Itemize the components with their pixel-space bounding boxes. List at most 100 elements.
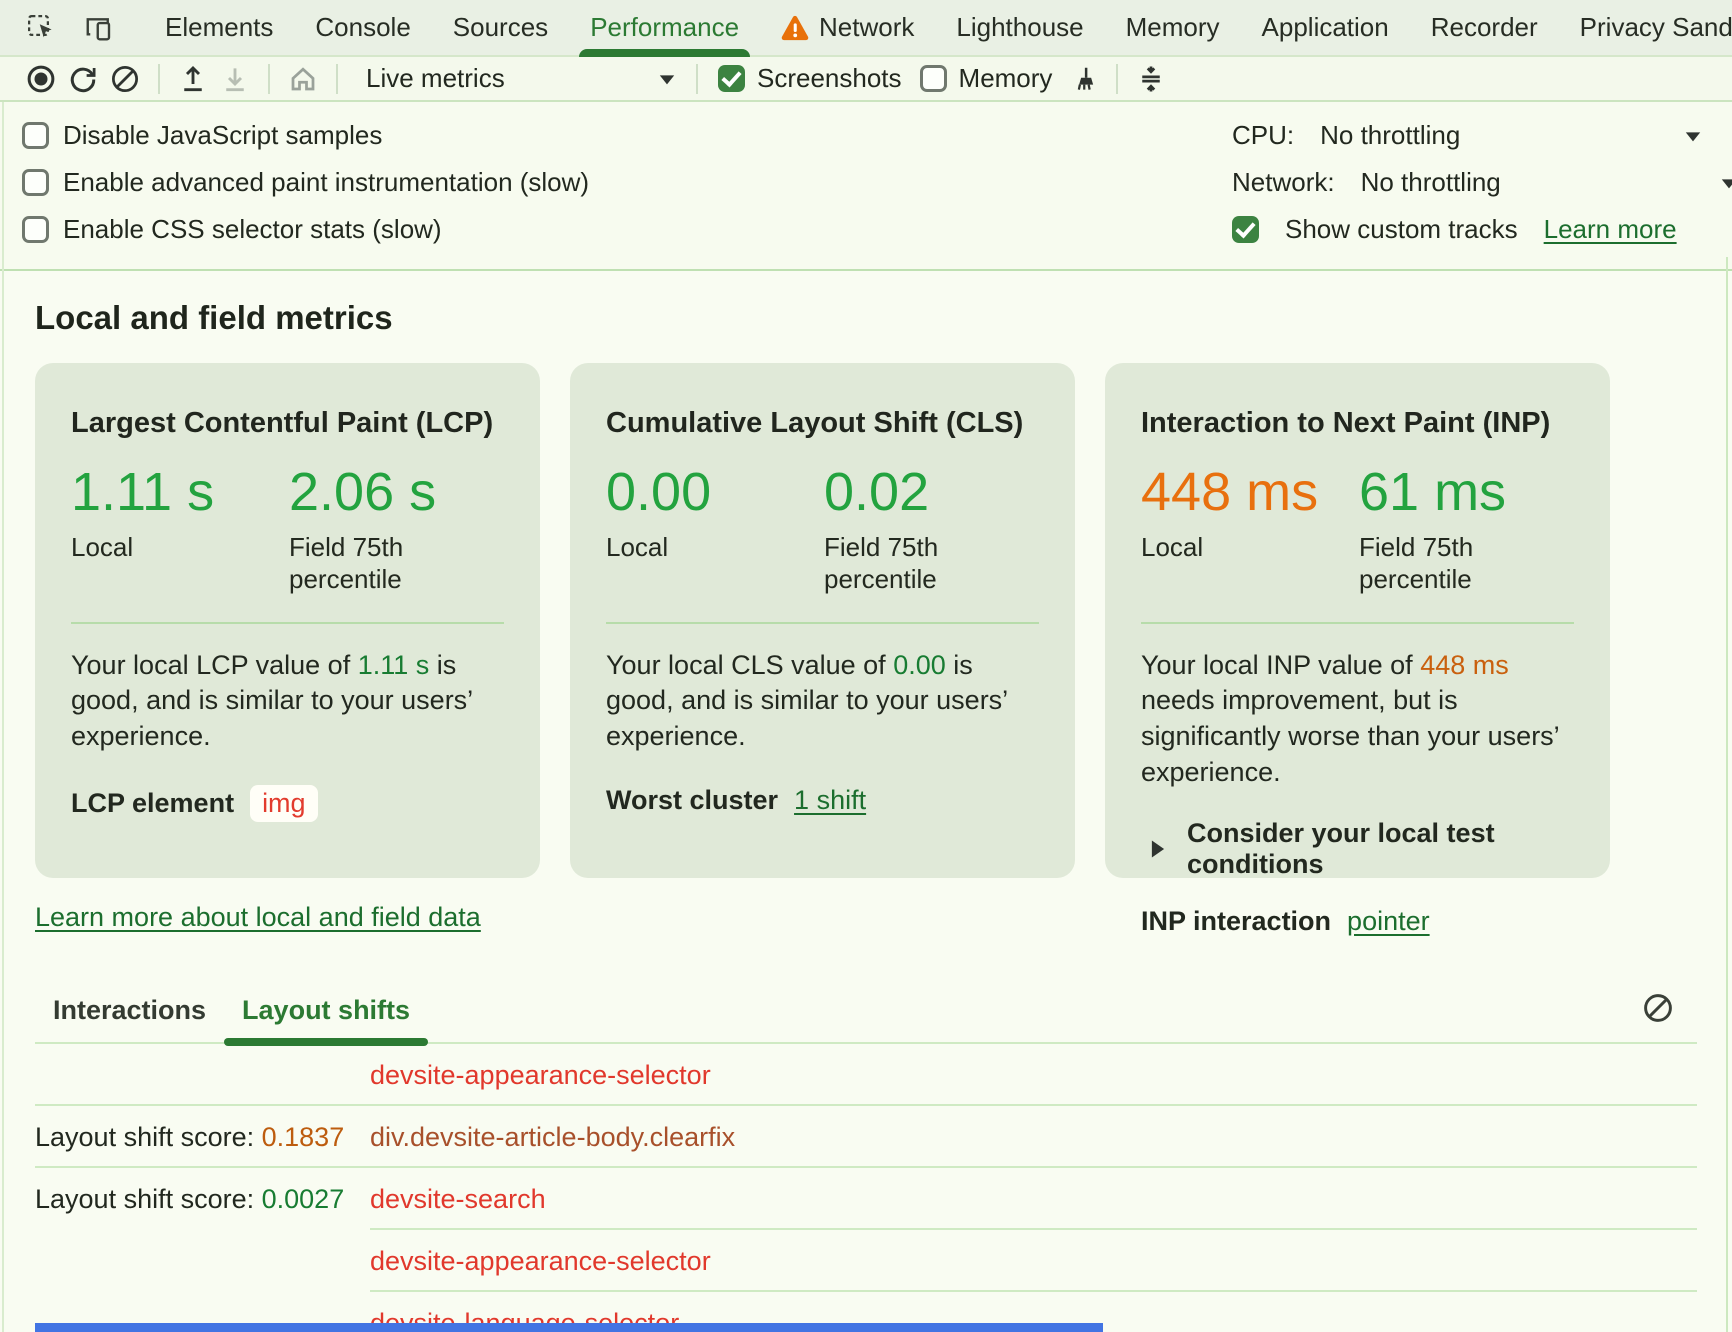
shift-element-link[interactable]: devsite-appearance-selector: [370, 1245, 711, 1276]
cls-desc-prefix: Your local CLS value of: [606, 649, 894, 680]
custom-tracks-learn-more-link[interactable]: Learn more: [1543, 214, 1677, 244]
panel-right-border: [1726, 257, 1728, 1332]
clear-icon[interactable]: [104, 60, 146, 98]
tab-lighthouse[interactable]: Lighthouse: [935, 0, 1104, 55]
css-selector-stats-label: Enable CSS selector stats (slow): [63, 214, 442, 244]
shift-element-link[interactable]: devsite-search: [370, 1183, 546, 1214]
inp-card-title: Interaction to Next Paint (INP): [1141, 407, 1551, 439]
capture-options-panel: Disable JavaScript samples Enable advanc…: [0, 102, 1732, 271]
panel-mode-select[interactable]: Live metrics: [360, 63, 684, 94]
toolbar-divider: [158, 63, 160, 94]
card-divider: [606, 621, 1039, 624]
css-selector-stats-checkbox[interactable]: [22, 216, 49, 243]
cls-field-value: 0.02: [824, 462, 930, 522]
lcp-card: Largest Contentful Paint (LCP) 1.11 s Lo…: [35, 363, 540, 878]
tab-elements[interactable]: Elements: [144, 0, 294, 55]
memory-checkbox-row[interactable]: Memory: [919, 63, 1053, 94]
worst-cluster-link[interactable]: 1 shift: [794, 784, 867, 815]
advanced-paint-checkbox[interactable]: [22, 169, 49, 196]
network-label: Network:: [1232, 167, 1335, 197]
tab-layout-shifts[interactable]: Layout shifts: [224, 981, 429, 1046]
save-profile-icon[interactable]: [214, 60, 256, 98]
home-icon[interactable]: [282, 60, 324, 98]
local-test-conditions-disclosure[interactable]: Consider your local test conditions: [1141, 818, 1574, 880]
cls-desc-value: 0.00: [893, 649, 946, 680]
inp-field-value: 61 ms: [1359, 462, 1507, 522]
device-toolbar-icon[interactable]: [78, 9, 120, 47]
load-profile-icon[interactable]: [172, 60, 214, 98]
clear-log-icon[interactable]: [1637, 987, 1679, 1029]
chevron-down-icon: [1718, 174, 1732, 192]
inp-description: Your local INP value of 448 ms needs imp…: [1141, 648, 1574, 791]
memory-label: Memory: [958, 63, 1053, 93]
lcp-desc-value: 1.11 s: [357, 649, 430, 680]
disclosure-triangle-icon: [1149, 838, 1167, 860]
inp-interaction-link[interactable]: pointer: [1347, 906, 1430, 937]
shift-score-value: 0.0027: [261, 1183, 345, 1214]
shift-score-label: Layout shift score:: [35, 1183, 262, 1214]
inspect-element-icon[interactable]: [20, 9, 62, 47]
chevron-down-icon: [656, 70, 678, 88]
toolbar-divider: [696, 63, 698, 94]
tab-label: Privacy Sandbox: [1579, 12, 1732, 42]
custom-tracks-row[interactable]: Show custom tracks Learn more: [1232, 206, 1732, 253]
tab-label: Layout shifts: [242, 995, 411, 1025]
inp-local-value: 448 ms: [1141, 462, 1319, 522]
screenshots-checkbox-row[interactable]: Screenshots: [718, 63, 902, 94]
memory-checkbox[interactable]: [919, 65, 947, 92]
tab-performance[interactable]: Performance: [569, 0, 760, 57]
tab-privacy-sandbox[interactable]: Privacy Sandbox: [1559, 0, 1732, 55]
custom-tracks-label: Show custom tracks: [1285, 214, 1518, 244]
inp-interaction-label: INP interaction: [1141, 906, 1332, 937]
tab-console[interactable]: Console: [294, 0, 431, 55]
toolbar-divider: [268, 63, 270, 94]
shift-score-value: 0.1837: [261, 1121, 345, 1152]
layout-shift-row: devsite-appearance-selector: [35, 1230, 1697, 1292]
tab-label: Memory: [1125, 12, 1220, 42]
gc-brush-icon[interactable]: [1062, 60, 1104, 98]
lcp-element-link[interactable]: img: [250, 784, 318, 822]
tab-label: Recorder: [1430, 12, 1538, 42]
local-test-conditions-label: Consider your local test conditions: [1187, 818, 1495, 880]
inp-card: Interaction to Next Paint (INP) 448 ms L…: [1105, 363, 1610, 936]
record-and-reload-icon[interactable]: [62, 60, 104, 98]
advanced-paint-label: Enable advanced paint instrumentation (s…: [63, 167, 590, 197]
network-throttling-row[interactable]: Network: No throttling: [1232, 159, 1732, 206]
panel-tabs: Elements Console Sources Performance Net…: [144, 0, 1732, 57]
tab-label: Application: [1261, 12, 1389, 42]
disable-js-samples-label: Disable JavaScript samples: [63, 120, 383, 150]
disable-js-samples-checkbox[interactable]: [22, 122, 49, 149]
cpu-label: CPU:: [1232, 120, 1295, 150]
tab-application[interactable]: Application: [1241, 0, 1410, 55]
collapse-panel-icon[interactable]: [1130, 60, 1172, 98]
shift-element-link[interactable]: div.devsite-article-body.clearfix: [370, 1121, 736, 1152]
cls-card-title: Cumulative Layout Shift (CLS): [606, 407, 1024, 439]
lcp-local-value: 1.11 s: [71, 462, 215, 522]
cls-card: Cumulative Layout Shift (CLS) 0.00 Local…: [570, 363, 1075, 878]
inp-desc-prefix: Your local INP value of: [1141, 649, 1421, 680]
tab-label: Elements: [165, 12, 274, 42]
inp-field-label: Field 75th percentile: [1359, 531, 1474, 595]
tab-memory[interactable]: Memory: [1105, 0, 1241, 55]
shift-score-cell: Layout shift score: 0.0027: [35, 1184, 370, 1215]
toolbar-divider: [336, 63, 338, 94]
record-button[interactable]: [20, 60, 62, 98]
field-data-learn-more-link[interactable]: Learn more about local and field data: [35, 902, 481, 932]
chevron-down-icon: [1682, 127, 1704, 145]
css-selector-stats-row[interactable]: Enable CSS selector stats (slow): [22, 206, 589, 253]
tab-network[interactable]: Network: [760, 0, 935, 55]
custom-tracks-checkbox[interactable]: [1232, 216, 1259, 243]
selected-row-highlight: [35, 1323, 1103, 1332]
tab-recorder[interactable]: Recorder: [1410, 0, 1559, 55]
devtools-tabbar: Elements Console Sources Performance Net…: [0, 0, 1732, 57]
screenshots-checkbox[interactable]: [718, 65, 745, 92]
disable-js-samples-row[interactable]: Disable JavaScript samples: [22, 112, 589, 159]
shift-element-link[interactable]: devsite-appearance-selector: [370, 1059, 711, 1090]
worst-cluster-label: Worst cluster: [606, 784, 779, 815]
tab-sources[interactable]: Sources: [432, 0, 569, 55]
cls-description: Your local CLS value of 0.00 is good, an…: [606, 648, 1039, 755]
tab-interactions[interactable]: Interactions: [35, 981, 224, 1042]
cpu-throttling-row[interactable]: CPU: No throttling: [1232, 112, 1732, 159]
advanced-paint-row[interactable]: Enable advanced paint instrumentation (s…: [22, 159, 589, 206]
shift-score-label: Layout shift score:: [35, 1121, 262, 1152]
